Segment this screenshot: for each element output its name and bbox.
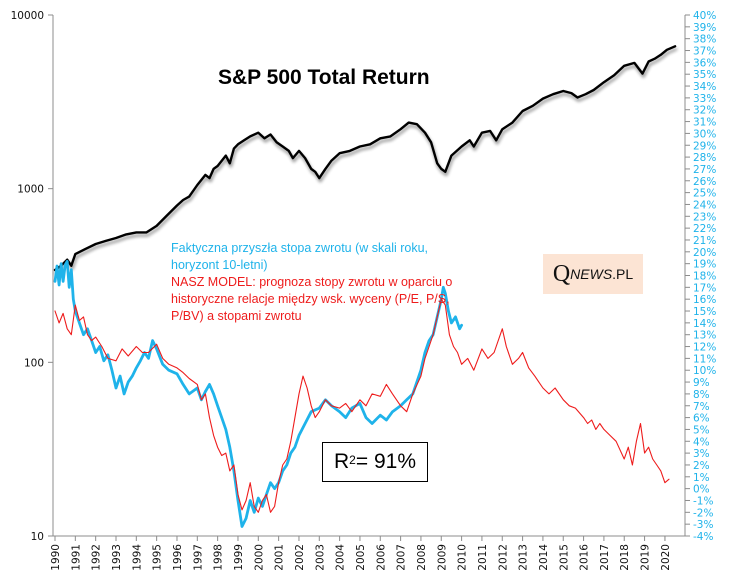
right-axis-tick-label: 18%	[693, 271, 716, 283]
x-axis-tick-label: 1993	[111, 544, 123, 571]
x-axis-tick-label: 2013	[518, 544, 530, 571]
right-axis-tick-label: 37%	[693, 46, 716, 58]
left-axis-tick-label: 100	[24, 357, 44, 369]
x-axis-tick-label: 2012	[497, 544, 509, 571]
right-axis-tick-label: -4%	[693, 531, 713, 543]
axes: 10 100 1000 10000 40%39%38%37%36%35%34%33%32…	[11, 10, 717, 571]
right-axis-tick-label: 6%	[693, 413, 710, 425]
right-axis-tick-label: 23%	[693, 211, 716, 223]
series-layer	[53, 45, 677, 528]
x-axis-tick-label: 2007	[396, 544, 408, 571]
right-axis-tick-label: 11%	[693, 353, 716, 365]
legend-entry-actual-return: Faktyczna przyszła stopa zwrotu (w skali…	[171, 241, 429, 272]
series-sp500-total-return	[53, 45, 677, 272]
x-axis-tick-label: 2005	[355, 544, 367, 571]
x-axis-tick-label: 1999	[233, 544, 245, 571]
series-model-forecast	[54, 298, 670, 513]
right-axis-tick-label: 19%	[693, 259, 716, 271]
x-axis-tick-label: 2000	[253, 544, 265, 571]
x-axis-tick-label: 2017	[599, 544, 611, 571]
legend: Faktyczna przyszła stopa zwrotu (w skali…	[171, 240, 471, 325]
right-axis-tick-label: 3%	[693, 448, 710, 460]
right-axis-tick-label: -3%	[693, 519, 713, 531]
x-axis-tick-label: 1994	[131, 544, 143, 571]
x-axis-tick-label: 2004	[335, 544, 347, 571]
x-axis-tick-label: 2009	[436, 544, 448, 571]
right-axis-tick-label: 20%	[693, 247, 716, 259]
right-axis-tick-label: 14%	[693, 318, 716, 330]
right-axis-tick-label: 10%	[693, 365, 716, 377]
right-axis-tick-label: 26%	[693, 176, 716, 188]
r2-prefix: R	[334, 450, 350, 473]
left-axis-tick-label: 10000	[11, 10, 44, 22]
right-axis-tick-label: 1%	[693, 472, 710, 484]
right-axis-tick-label: 31%	[693, 117, 716, 129]
right-axis-tick-label: 9%	[693, 377, 710, 389]
right-axis-tick-label: 4%	[693, 436, 710, 448]
right-axis-tick-label: 39%	[693, 22, 716, 34]
r2-superscript: 2	[349, 453, 356, 467]
right-axis-tick-label: 34%	[693, 81, 716, 93]
right-axis-tick-label: 27%	[693, 164, 716, 176]
right-axis-tick-label: -2%	[693, 507, 713, 519]
x-axis-tick-label: 2018	[619, 544, 631, 571]
right-axis-tick-label: 28%	[693, 152, 716, 164]
r2-value: = 91%	[355, 450, 416, 473]
right-axis-tick-label: 22%	[693, 223, 716, 235]
chart-title: S&P 500 Total Return	[218, 66, 430, 89]
right-axis-tick-label: 30%	[693, 128, 716, 140]
legend-entry-model-forecast: NASZ MODEL: prognoza stopy zwrotu w opar…	[171, 275, 453, 323]
right-axis-tick-label: 15%	[693, 306, 716, 318]
x-axis-tick-label: 1991	[70, 544, 82, 571]
left-axis-tick-label: 10	[31, 531, 44, 543]
logo-pl: .PL	[612, 266, 634, 282]
right-axis-tick-label: 33%	[693, 93, 716, 105]
x-axis-tick-label: 2015	[558, 544, 570, 571]
right-axis-tick-label: 25%	[693, 188, 716, 200]
x-axis-tick-label: 2002	[294, 544, 306, 571]
right-axis-tick-label: 29%	[693, 140, 716, 152]
right-axis-tick-label: 0%	[693, 484, 710, 496]
right-axis-tick-label: 5%	[693, 424, 710, 436]
x-axis-tick-label: 1992	[91, 544, 103, 571]
left-axis-tick-label: 1000	[17, 184, 44, 196]
right-axis-tick-label: 17%	[693, 282, 716, 294]
x-axis-tick-label: 1998	[213, 544, 225, 571]
right-axis-tick-label: 21%	[693, 235, 716, 247]
x-axis-tick-label: 1995	[152, 544, 164, 571]
x-axis-tick-label: 2011	[477, 544, 489, 571]
x-axis-tick-label: 2019	[640, 544, 652, 571]
right-axis-tick-label: 36%	[693, 57, 716, 69]
series-actual-10y-return	[53, 259, 464, 528]
x-axis-tick-label: 2008	[416, 544, 428, 571]
right-axis-tick-label: 24%	[693, 199, 716, 211]
right-axis-tick-label: 32%	[693, 105, 716, 117]
right-axis-tick-label: 40%	[693, 10, 716, 22]
x-axis-tick-label: 2020	[660, 544, 672, 571]
x-axis-tick-label: 1990	[50, 544, 62, 571]
right-axis-tick-label: 35%	[693, 69, 716, 81]
right-axis-tick-label: 16%	[693, 294, 716, 306]
logo-q: Q	[552, 260, 571, 287]
right-axis-tick-label: 2%	[693, 460, 710, 472]
x-axis-tick-label: 2010	[457, 544, 469, 571]
right-axis-tick-label: 8%	[693, 389, 710, 401]
right-axis-tick-label: -1%	[693, 495, 713, 507]
logo-news: NEWS	[570, 266, 613, 282]
right-axis-tick-label: 7%	[693, 401, 710, 413]
x-axis-tick-label: 1997	[192, 544, 204, 571]
x-axis-tick-label: 1996	[172, 544, 184, 571]
x-axis-tick-label: 2003	[314, 544, 326, 571]
x-axis-tick-label: 2001	[274, 544, 286, 571]
x-axis-tick-label: 2014	[538, 544, 550, 571]
qnews-logo: Q NEWS .PL	[543, 254, 643, 294]
x-axis-tick-label: 2016	[579, 544, 591, 571]
x-axis-tick-label: 2006	[375, 544, 387, 571]
right-axis-tick-label: 13%	[693, 330, 716, 342]
right-axis-tick-label: 38%	[693, 34, 716, 46]
right-axis-tick-label: 12%	[693, 342, 716, 354]
